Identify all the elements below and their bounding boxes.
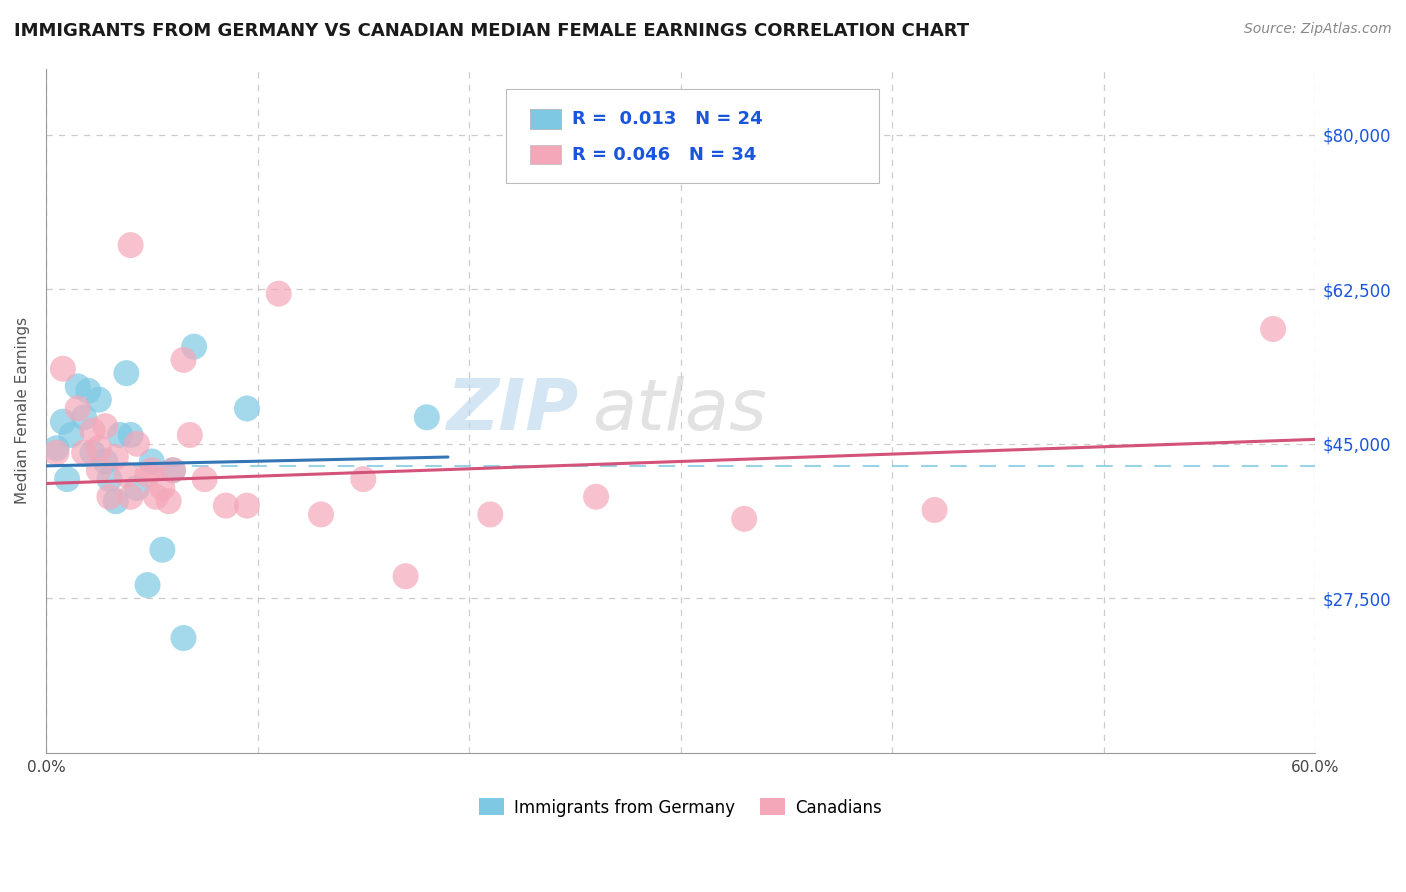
Point (94, 419, 117, 434)
Point (162, 463, 184, 477)
Point (87, 463, 110, 477)
Point (98, 472, 121, 486)
Point (82, 424, 104, 438)
Point (45, 445, 67, 459)
Point (1261, 322, 1284, 336)
Point (416, 410, 439, 425)
Point (125, 481, 148, 495)
Point (173, 352, 195, 367)
Point (173, 631, 195, 645)
Point (73, 410, 96, 425)
Point (52, 361, 75, 376)
Point (120, 428, 142, 442)
Text: ZIP: ZIP (447, 376, 579, 445)
Point (136, 578, 159, 592)
Text: Source: ZipAtlas.com: Source: ZipAtlas.com (1244, 22, 1392, 37)
Point (120, 238, 142, 252)
Y-axis label: Median Female Earnings: Median Female Earnings (15, 318, 30, 504)
Point (98, 490, 121, 504)
Point (120, 490, 142, 504)
Point (150, 481, 173, 495)
Point (479, 508, 502, 522)
Point (150, 542, 173, 557)
Point (115, 366, 138, 380)
Point (77, 384, 100, 398)
Point (733, 512, 755, 526)
Text: R = 0.046   N = 34: R = 0.046 N = 34 (572, 145, 756, 163)
Point (236, 401, 259, 416)
Point (309, 508, 332, 522)
Point (395, 569, 418, 583)
Point (108, 428, 131, 442)
Point (136, 467, 159, 482)
Point (104, 494, 127, 508)
Point (141, 463, 163, 477)
Point (87, 441, 110, 455)
Point (585, 490, 607, 504)
Point (94, 454, 117, 468)
Point (194, 472, 217, 486)
Text: R =  0.013   N = 24: R = 0.013 N = 24 (572, 110, 763, 128)
Point (145, 490, 167, 504)
Point (52, 415, 75, 429)
Point (125, 437, 148, 451)
Point (115, 467, 138, 482)
Point (104, 450, 127, 464)
Point (87, 392, 110, 407)
Point (162, 463, 184, 477)
Point (66, 379, 89, 393)
Legend: Immigrants from Germany, Canadians: Immigrants from Germany, Canadians (472, 792, 889, 823)
Point (267, 286, 290, 301)
Point (141, 454, 163, 468)
Text: IMMIGRANTS FROM GERMANY VS CANADIAN MEDIAN FEMALE EARNINGS CORRELATION CHART: IMMIGRANTS FROM GERMANY VS CANADIAN MEDI… (14, 22, 969, 40)
Point (56, 472, 79, 486)
Point (60, 428, 83, 442)
Point (236, 499, 259, 513)
Point (82, 445, 104, 459)
Point (73, 445, 96, 459)
Point (66, 401, 89, 416)
Point (183, 340, 205, 354)
Point (157, 494, 180, 508)
Point (924, 503, 946, 517)
Point (352, 472, 374, 486)
Text: atlas: atlas (592, 376, 766, 445)
Point (215, 499, 238, 513)
Point (179, 428, 201, 442)
Point (45, 441, 67, 455)
